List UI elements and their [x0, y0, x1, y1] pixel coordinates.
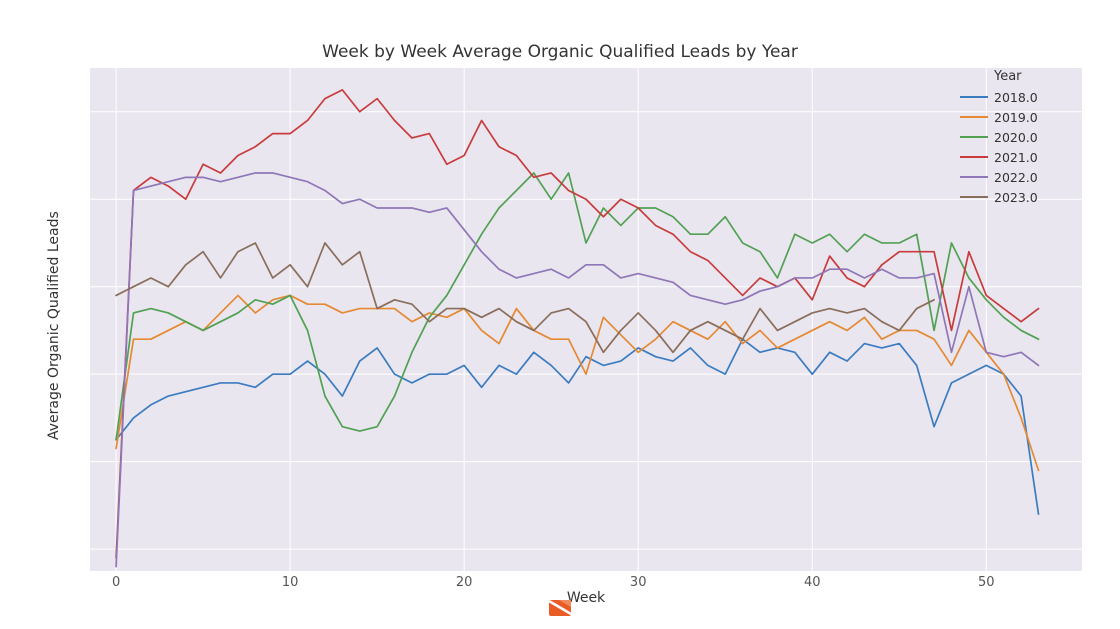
x-tick-label: 0 — [101, 575, 131, 590]
legend-swatch — [960, 176, 988, 178]
x-tick-label: 50 — [971, 575, 1001, 590]
legend-swatch — [960, 156, 988, 158]
x-tick-label: 40 — [797, 575, 827, 590]
x-tick-label: 20 — [449, 575, 479, 590]
legend-item: 2023.0 — [960, 187, 1038, 207]
series-line — [116, 90, 1038, 558]
chart-plot — [90, 68, 1082, 571]
legend-item: 2019.0 — [960, 107, 1038, 127]
legend-label: 2021.0 — [994, 150, 1038, 165]
chart-title: Week by Week Average Organic Qualified L… — [0, 42, 1120, 62]
legend: 2018.0 2019.0 2020.0 2021.0 2022.0 2023.0 — [960, 87, 1038, 207]
legend-label: 2019.0 — [994, 110, 1038, 125]
legend-swatch — [960, 116, 988, 118]
series-line — [116, 173, 1038, 440]
legend-item: 2021.0 — [960, 147, 1038, 167]
legend-title: Year — [994, 69, 1022, 84]
x-tick-label: 10 — [275, 575, 305, 590]
legend-label: 2023.0 — [994, 190, 1038, 205]
legend-item: 2022.0 — [960, 167, 1038, 187]
legend-swatch — [960, 96, 988, 98]
legend-label: 2022.0 — [994, 170, 1038, 185]
series-line — [116, 339, 1038, 514]
chart-container: Week by Week Average Organic Qualified L… — [0, 0, 1120, 629]
legend-item: 2018.0 — [960, 87, 1038, 107]
y-axis-label: Average Organic Qualified Leads — [46, 211, 62, 440]
x-tick-label: 30 — [623, 575, 653, 590]
footer-logo-icon — [545, 597, 575, 623]
legend-swatch — [960, 196, 988, 198]
series-line — [116, 295, 1038, 470]
legend-label: 2018.0 — [994, 90, 1038, 105]
legend-swatch — [960, 136, 988, 138]
legend-label: 2020.0 — [994, 130, 1038, 145]
legend-item: 2020.0 — [960, 127, 1038, 147]
x-axis-label: Week — [90, 590, 1082, 606]
